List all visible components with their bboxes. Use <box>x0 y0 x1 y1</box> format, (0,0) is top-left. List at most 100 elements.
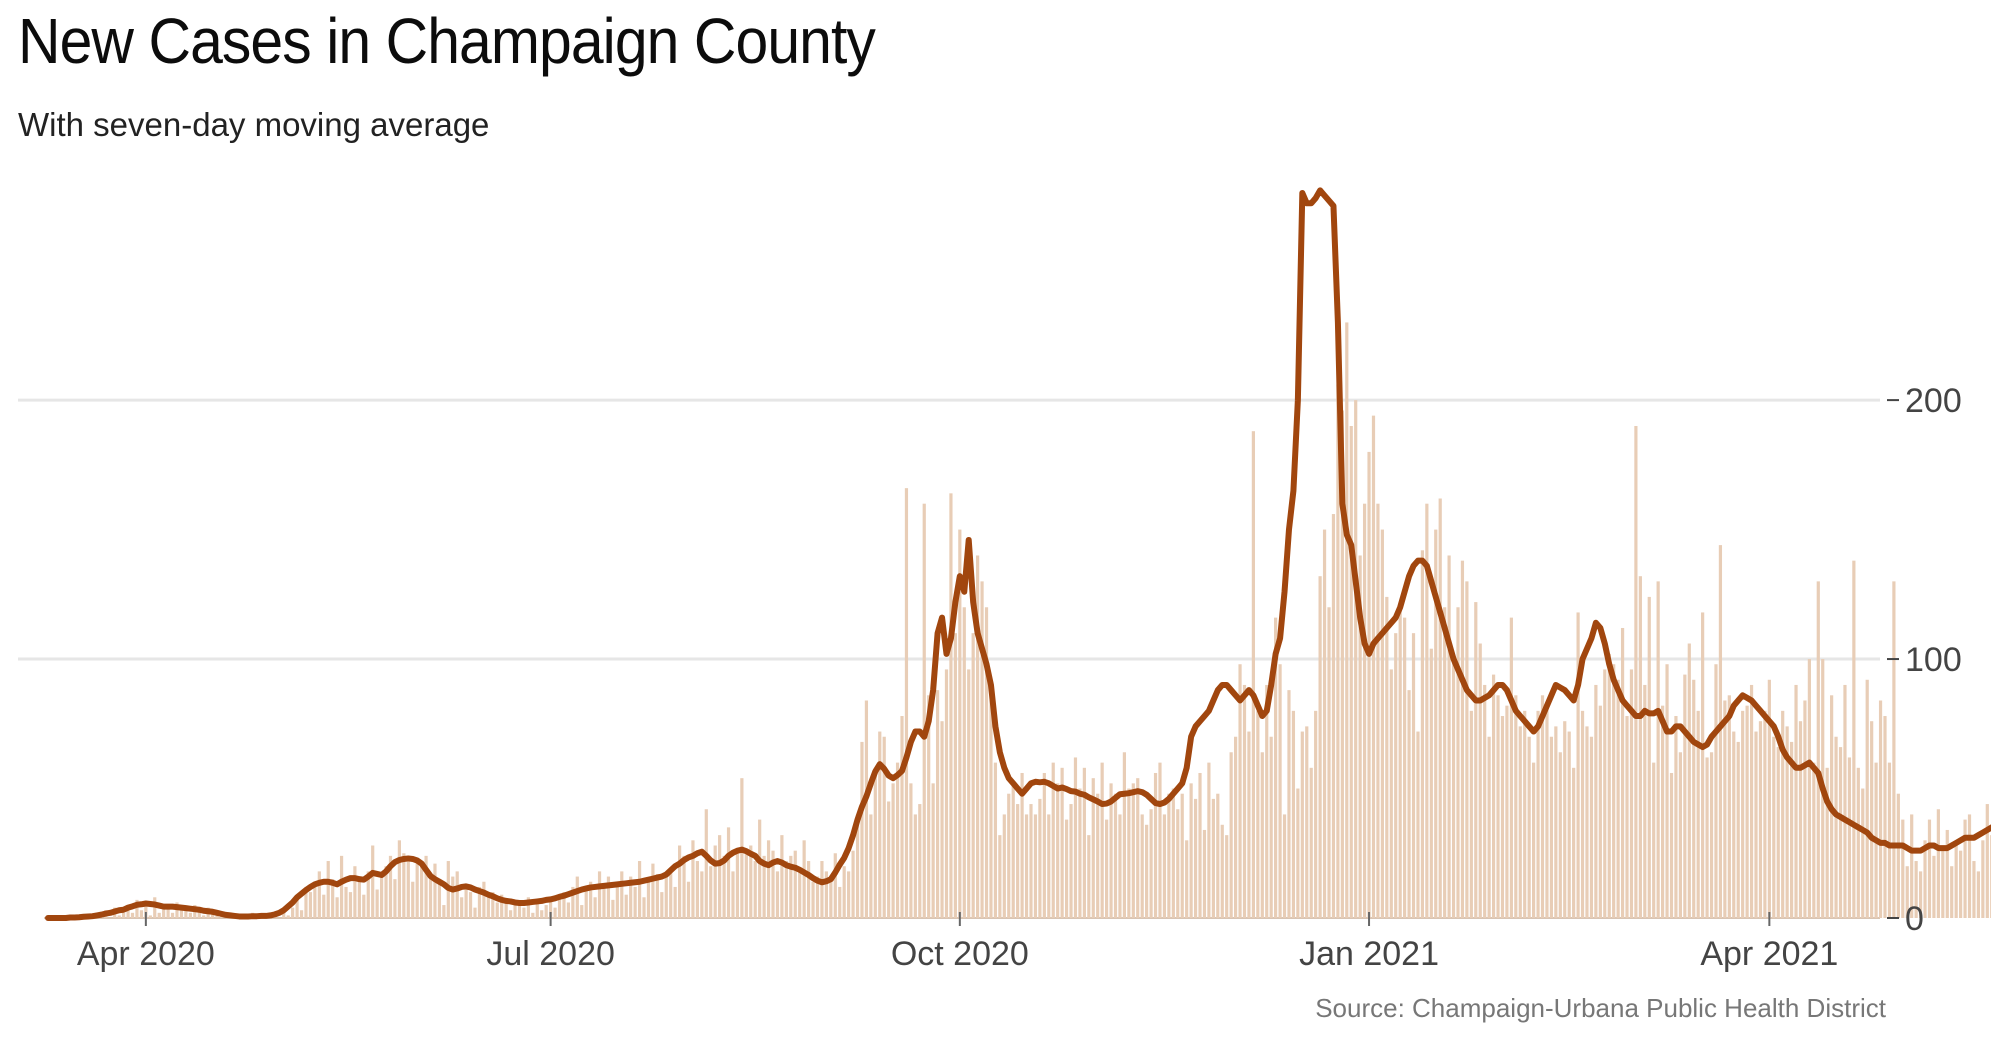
x-tick-label: Jan 2021 <box>1299 935 1439 973</box>
case-bar <box>731 871 735 918</box>
case-bar <box>1314 710 1318 918</box>
case-bar <box>544 905 548 918</box>
case-bar <box>1652 762 1656 918</box>
case-bar <box>531 912 535 918</box>
case-bar <box>1678 752 1682 918</box>
case-bar <box>611 899 615 918</box>
case-bar <box>1007 793 1011 918</box>
case-bar <box>393 879 397 918</box>
case-bar <box>1367 451 1371 918</box>
case-bar <box>815 876 820 918</box>
case-bar <box>1807 659 1811 918</box>
case-bar <box>491 892 495 918</box>
case-bar <box>1105 819 1109 918</box>
case-bar <box>482 881 486 918</box>
case-bar <box>1723 700 1727 918</box>
case-bar <box>371 845 375 918</box>
case-bar <box>1692 679 1696 918</box>
case-bar <box>1371 415 1376 918</box>
case-bar <box>904 488 909 918</box>
case-bar <box>1229 752 1233 918</box>
case-bar <box>348 892 353 918</box>
case-bar <box>1612 664 1616 918</box>
case-bar <box>420 863 424 918</box>
case-bar <box>540 910 544 918</box>
case-bar <box>1309 767 1313 918</box>
case-bar <box>1816 581 1820 918</box>
case-bar <box>993 762 998 918</box>
case-bar <box>980 581 984 918</box>
case-bar <box>1362 503 1367 918</box>
case-bar <box>918 804 922 918</box>
case-bar <box>744 853 748 918</box>
case-bar <box>829 881 833 918</box>
case-bar <box>326 861 330 918</box>
case-bar <box>1749 684 1754 918</box>
case-bar <box>1838 747 1843 918</box>
case-bar <box>1656 581 1660 918</box>
case-bar <box>1202 829 1207 918</box>
case-bar <box>126 905 130 918</box>
case-bar <box>1394 633 1398 918</box>
case-bar <box>1500 716 1505 918</box>
case-bar <box>1732 731 1736 918</box>
case-bar <box>1576 612 1580 918</box>
case-bar <box>984 607 989 918</box>
source-note: Source: Champaign-Urbana Public Health D… <box>1315 993 1886 1023</box>
case-bar <box>758 819 762 918</box>
case-bar <box>1696 710 1700 918</box>
case-bar <box>1358 555 1362 918</box>
case-bar <box>397 840 401 918</box>
case-bar <box>1936 809 1940 918</box>
case-bar <box>1047 814 1051 918</box>
case-bar <box>1265 684 1269 918</box>
case-bar <box>553 907 557 918</box>
case-bar <box>148 915 152 918</box>
case-bar <box>184 907 188 918</box>
case-bar <box>188 912 192 918</box>
case-bar <box>749 845 753 918</box>
case-bar <box>1167 793 1171 918</box>
case-bar <box>971 633 975 918</box>
case-bar <box>704 809 708 918</box>
case-bar <box>824 871 828 918</box>
case-bar <box>1941 845 1945 918</box>
case-bar <box>339 855 344 918</box>
case-bar <box>1705 757 1709 918</box>
case-bar <box>1505 705 1509 918</box>
case-bar <box>282 910 286 918</box>
case-bar <box>1411 633 1416 918</box>
case-bar <box>953 633 957 918</box>
case-bar <box>1211 798 1215 918</box>
case-bar <box>1438 498 1442 918</box>
case-bar <box>1091 778 1095 918</box>
case-bar <box>1474 602 1478 918</box>
case-bar <box>931 783 935 918</box>
case-bar <box>1398 602 1402 918</box>
case-bar <box>1674 716 1678 918</box>
case-bar <box>1798 721 1803 918</box>
case-bar <box>900 716 904 918</box>
case-bar <box>1296 788 1300 918</box>
case-bar <box>1727 695 1731 918</box>
case-bar <box>1665 664 1669 918</box>
case-bar <box>695 861 700 918</box>
x-tick-label: Apr 2021 <box>1700 935 1838 973</box>
case-bar <box>1483 684 1487 918</box>
case-bar <box>1589 736 1594 918</box>
case-bar <box>802 840 806 918</box>
case-bar <box>855 814 860 918</box>
case-bar <box>1287 690 1291 918</box>
case-bar <box>500 894 504 918</box>
case-bar <box>197 910 201 918</box>
case-bar <box>1193 798 1198 918</box>
case-bar <box>1145 824 1149 918</box>
case-bar <box>735 850 740 918</box>
case-bar <box>202 915 206 918</box>
case-bar <box>1478 643 1482 918</box>
case-bar <box>629 876 633 918</box>
case-bar <box>597 871 602 918</box>
case-bar <box>1162 814 1167 918</box>
case-bar <box>989 690 993 918</box>
case-bar <box>1291 710 1296 918</box>
